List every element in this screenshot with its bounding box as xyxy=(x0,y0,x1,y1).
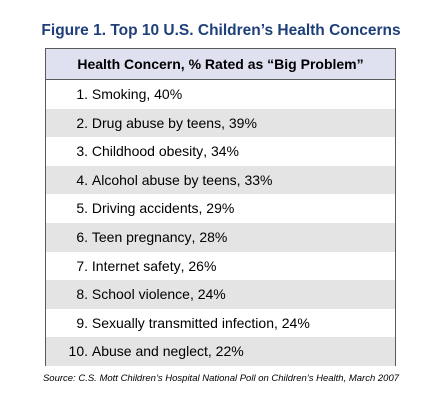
row-rank: 4. xyxy=(76,171,88,188)
row-concern: Sexually transmitted infection xyxy=(91,314,274,331)
table-row: 7. Internet safety, 26% xyxy=(46,252,395,281)
table-row: 10. Abuse and neglect, 22% xyxy=(46,337,395,366)
row-concern: Abuse and neglect xyxy=(91,343,208,360)
table-row: 4. Alcohol abuse by teens, 33% xyxy=(46,165,395,195)
row-percent: 40% xyxy=(154,86,183,102)
table-row: 5. Driving accidents, 29% xyxy=(46,194,395,223)
source-note: Source: C.S. Mott Children’s Hospital Na… xyxy=(42,373,400,384)
table-row: 3. Childhood obesity, 34% xyxy=(46,137,395,166)
figure-title: Figure 1. Top 10 U.S. Children’s Health … xyxy=(41,22,401,39)
row-percent: 33% xyxy=(244,171,273,188)
table-row: 1. Smoking, 40% xyxy=(46,80,395,109)
row-concern: Alcohol abuse by teens xyxy=(91,171,237,188)
table-rows: 1. Smoking, 40% 2. Drug abuse by teens, 3… xyxy=(46,80,395,366)
row-concern: Childhood obesity xyxy=(91,143,204,160)
table-row: 2. Drug abuse by teens, 39% xyxy=(46,108,395,138)
row-percent: 29% xyxy=(206,200,235,217)
row-rank: 5. xyxy=(76,200,88,217)
row-concern: Driving accidents xyxy=(91,200,199,217)
health-concerns-table: Health Concern, % Rated as “Big Problem”… xyxy=(45,48,396,366)
row-concern: Drug abuse by teens xyxy=(91,114,222,131)
row-rank: 2. xyxy=(76,114,88,131)
row-rank: 7. xyxy=(76,257,88,274)
row-concern: Internet safety xyxy=(91,257,181,274)
row-rank: 6. xyxy=(76,228,88,245)
row-percent: 34% xyxy=(210,143,239,160)
table-row: 8. School violence, 24% xyxy=(46,280,395,309)
row-rank: 8. xyxy=(76,286,88,303)
row-concern: School violence xyxy=(91,286,190,303)
row-rank: 1. xyxy=(76,86,88,102)
row-rank: 10. xyxy=(68,343,88,360)
row-percent: 28% xyxy=(199,228,228,245)
table-column-header: Health Concern, % Rated as “Big Problem” xyxy=(46,49,395,80)
row-concern: Teen pregnancy xyxy=(91,228,192,245)
row-percent: 24% xyxy=(197,286,226,303)
row-percent: 26% xyxy=(188,257,217,274)
row-concern: Smoking xyxy=(91,86,147,102)
row-percent: 22% xyxy=(215,343,244,360)
row-rank: 3. xyxy=(76,143,88,160)
row-rank: 9. xyxy=(76,314,88,331)
row-percent: 39% xyxy=(228,114,257,131)
row-percent: 24% xyxy=(281,314,310,331)
table-row: 9. Sexually transmitted infection, 24% xyxy=(46,309,395,338)
table-row: 6. Teen pregnancy, 28% xyxy=(46,222,395,252)
